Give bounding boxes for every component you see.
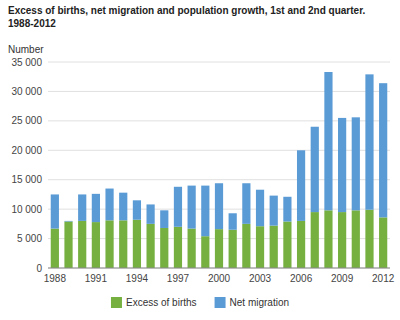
bar [311,127,319,212]
bar [365,210,373,268]
x-tick-label: 1988 [44,273,67,284]
grid-line [48,62,390,63]
bar [92,194,100,222]
legend-label: Excess of births [126,297,197,308]
legend-label: Net migration [230,297,289,308]
bar [256,226,264,268]
x-tick-label: 2000 [208,273,231,284]
bar [188,229,196,268]
bar [270,226,278,268]
bar [133,220,141,268]
x-tick-label: 1991 [85,273,108,284]
y-tick-label: 0 [36,263,42,274]
bar [270,196,278,226]
bar [188,186,196,229]
subtitle: 1988-2012 [8,18,56,29]
y-tick-label: 20 000 [11,145,42,156]
bars [51,72,388,268]
grid-line [48,91,390,92]
legend-swatch [215,297,226,308]
bar [201,236,209,268]
bar [242,224,250,268]
bar [174,227,182,268]
x-tick-label: 2006 [290,273,313,284]
bar [51,194,59,228]
bar [174,187,182,227]
bar [160,228,168,268]
bar [338,118,346,212]
bar [92,222,100,268]
bar [283,222,291,268]
x-axis-line [48,268,390,269]
bar [64,222,72,268]
bar [160,210,168,228]
legend: Excess of births Net migration [111,297,289,308]
legend-swatch [111,297,122,308]
bar [215,229,223,268]
y-tick-label: 25 000 [11,115,42,126]
bar [78,194,86,220]
bar [229,230,237,268]
x-tick-label: 2012 [372,273,395,284]
chart: Excess of births, net migration and popu… [0,0,400,320]
y-tick-label: 15 000 [11,174,42,185]
bar [379,83,387,217]
title: Excess of births, net migration and popu… [8,5,365,16]
bar [215,183,223,229]
bar [78,221,86,268]
x-tick-label: 1994 [126,273,149,284]
bar [338,212,346,268]
x-tick-label: 2009 [331,273,354,284]
bar [201,186,209,237]
bar [146,224,154,268]
y-tick-label: 30 000 [11,86,42,97]
bar [105,220,113,268]
bar [105,189,113,221]
bar [352,117,360,210]
bar [133,200,141,219]
bar [379,217,387,268]
bar [119,193,127,221]
grid [48,62,390,268]
series [51,72,388,236]
bar [119,220,127,268]
bar [146,204,154,223]
y-tick-label: 5 000 [17,233,42,244]
y-tick-label: 10 000 [11,204,42,215]
bar [324,72,332,210]
bar [51,229,59,268]
bar [229,213,237,229]
bar [297,221,305,268]
grid-line [48,268,390,269]
x-tick-label: 2003 [249,273,272,284]
y-axis-label: Number [8,44,44,55]
bar [352,210,360,268]
bar [297,150,305,221]
bar [283,197,291,222]
bar [64,220,72,222]
bar [365,74,373,209]
bar [242,183,250,224]
bar [324,210,332,268]
x-tick-label: 1997 [167,273,190,284]
bar [311,212,319,268]
bar [256,190,264,226]
y-tick-label: 35 000 [11,57,42,68]
